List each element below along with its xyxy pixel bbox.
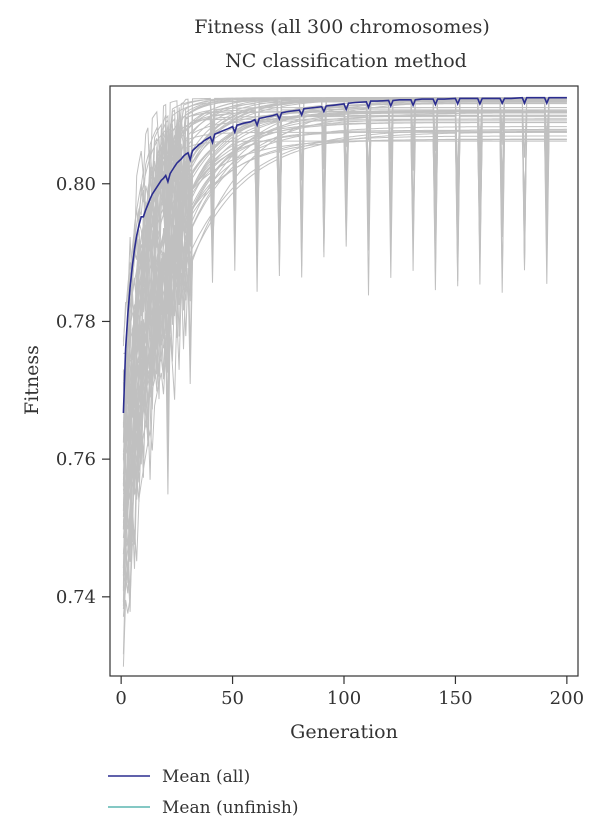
chromosome-line bbox=[122, 99, 567, 667]
x-tick-label: 200 bbox=[550, 688, 584, 709]
x-tick-label: 100 bbox=[327, 688, 361, 709]
legend-label-mean-all: Mean (all) bbox=[162, 767, 250, 787]
x-axis: 0 50 100 150 200 bbox=[115, 676, 584, 709]
y-tick-label: 0.78 bbox=[56, 311, 96, 332]
y-axis: 0.74 0.76 0.78 0.80 bbox=[56, 174, 110, 608]
chart-title-line-2: NC classification method bbox=[225, 50, 467, 72]
chromosome-line bbox=[122, 111, 567, 425]
chromosome-line bbox=[122, 139, 567, 420]
chart-title-line-1: Fitness (all 300 chromosomes) bbox=[194, 16, 490, 38]
chromosome-lines bbox=[122, 97, 567, 667]
series-line-mean-all bbox=[122, 96, 567, 414]
legend: Mean (all) Mean (unfinish) bbox=[108, 767, 299, 818]
mean-lines bbox=[122, 96, 567, 414]
chromosome-line bbox=[122, 109, 567, 603]
chromosome-line bbox=[122, 118, 567, 460]
y-tick-label: 0.76 bbox=[56, 449, 96, 470]
legend-label-mean-unfinish: Mean (unfinish) bbox=[162, 798, 299, 818]
y-tick-label: 0.80 bbox=[56, 174, 96, 195]
x-axis-label: Generation bbox=[290, 721, 398, 743]
chromosome-line bbox=[122, 111, 567, 594]
y-axis-label: Fitness bbox=[21, 345, 43, 415]
x-tick-label: 150 bbox=[438, 688, 472, 709]
x-tick-label: 50 bbox=[221, 688, 244, 709]
y-tick-label: 0.74 bbox=[56, 587, 96, 608]
x-tick-label: 0 bbox=[115, 688, 126, 709]
chromosome-line bbox=[122, 135, 567, 487]
